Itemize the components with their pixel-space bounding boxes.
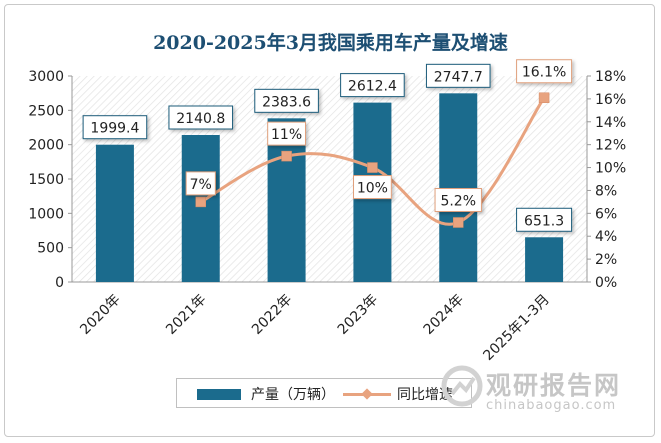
legend-bar-label: 产量（万辆） xyxy=(251,387,335,403)
svg-text:2612.4: 2612.4 xyxy=(348,79,397,95)
x-tick-label: 2022年 xyxy=(249,292,295,338)
growth-value-label: 11% xyxy=(267,121,306,146)
watermark-logo-icon xyxy=(441,365,483,407)
right-tick-label: 14% xyxy=(595,115,626,131)
growth-point xyxy=(195,196,206,208)
svg-text:2383.6: 2383.6 xyxy=(262,94,311,110)
x-tick-label: 2023年 xyxy=(335,292,381,338)
left-tick-label: 2500 xyxy=(28,103,64,119)
legend-item-line: 同比增速 xyxy=(343,384,453,404)
bar xyxy=(439,93,478,282)
svg-text:7%: 7% xyxy=(190,177,212,193)
right-tick-label: 2% xyxy=(595,252,617,268)
left-tick-label: 500 xyxy=(37,241,64,257)
left-tick-label: 0 xyxy=(55,275,64,291)
growth-value-label: 10% xyxy=(353,175,392,200)
svg-text:1999.4: 1999.4 xyxy=(90,121,139,137)
left-tick-label: 1000 xyxy=(28,206,64,222)
svg-text:16.1%: 16.1% xyxy=(522,65,566,81)
watermark: 观研报告网 chinabaogao.com xyxy=(440,362,650,422)
left-tick-label: 3000 xyxy=(28,69,64,85)
right-tick-label: 16% xyxy=(595,92,626,108)
right-tick-label: 8% xyxy=(595,183,617,199)
right-tick-label: 18% xyxy=(595,69,626,85)
bar-value-label: 2383.6 xyxy=(254,88,319,113)
x-tick-label: 2025年1-3月 xyxy=(480,292,552,364)
growth-value-label: 7% xyxy=(185,171,216,196)
bar-value-label: 651.3 xyxy=(516,207,573,232)
right-tick-label: 6% xyxy=(595,206,617,222)
legend-line-swatch xyxy=(343,387,391,401)
legend: 产量（万辆） 同比增速 xyxy=(176,378,472,408)
plot-area xyxy=(72,76,587,282)
legend-item-bar: 产量（万辆） xyxy=(197,384,335,404)
svg-text:2140.8: 2140.8 xyxy=(176,111,225,127)
growth-point xyxy=(538,92,550,103)
x-tick-label: 2021年 xyxy=(163,292,209,338)
legend-line-label: 同比增速 xyxy=(397,387,453,403)
svg-text:10%: 10% xyxy=(357,181,388,197)
watermark-name: 观研报告网 xyxy=(486,371,622,400)
growth-point xyxy=(367,162,378,173)
growth-line xyxy=(200,96,546,226)
bar-value-label: 2747.7 xyxy=(425,63,491,88)
growth-point xyxy=(281,150,292,162)
left-tick-label: 1500 xyxy=(28,172,64,188)
growth-point xyxy=(453,217,464,228)
legend-bar-swatch xyxy=(197,388,241,400)
bar xyxy=(95,144,134,282)
svg-text:5.2%: 5.2% xyxy=(440,193,476,209)
growth-value-label: 5.2% xyxy=(434,187,482,212)
left-tick-label: 2000 xyxy=(28,138,64,154)
right-tick-label: 12% xyxy=(595,138,626,154)
right-tick-label: 0% xyxy=(595,275,617,291)
bar-value-label: 2612.4 xyxy=(340,73,405,98)
bar-value-label: 2140.8 xyxy=(168,105,234,130)
bar xyxy=(525,237,564,282)
right-tick-label: 4% xyxy=(595,229,617,245)
svg-text:651.3: 651.3 xyxy=(524,213,564,229)
bar xyxy=(181,134,220,282)
watermark-url: chinabaogao.com xyxy=(486,398,617,413)
x-tick-label: 2020年 xyxy=(77,292,123,338)
chart-title: 2020-2025年3月我国乘用车产量及增速 xyxy=(153,32,508,54)
x-tick-label: 2024年 xyxy=(421,292,467,338)
svg-text:2747.7: 2747.7 xyxy=(434,69,483,85)
growth-value-label: 16.1% xyxy=(516,59,573,84)
svg-text:11%: 11% xyxy=(271,127,302,143)
right-tick-label: 10% xyxy=(595,161,626,177)
bar-value-label: 1999.4 xyxy=(82,115,148,140)
